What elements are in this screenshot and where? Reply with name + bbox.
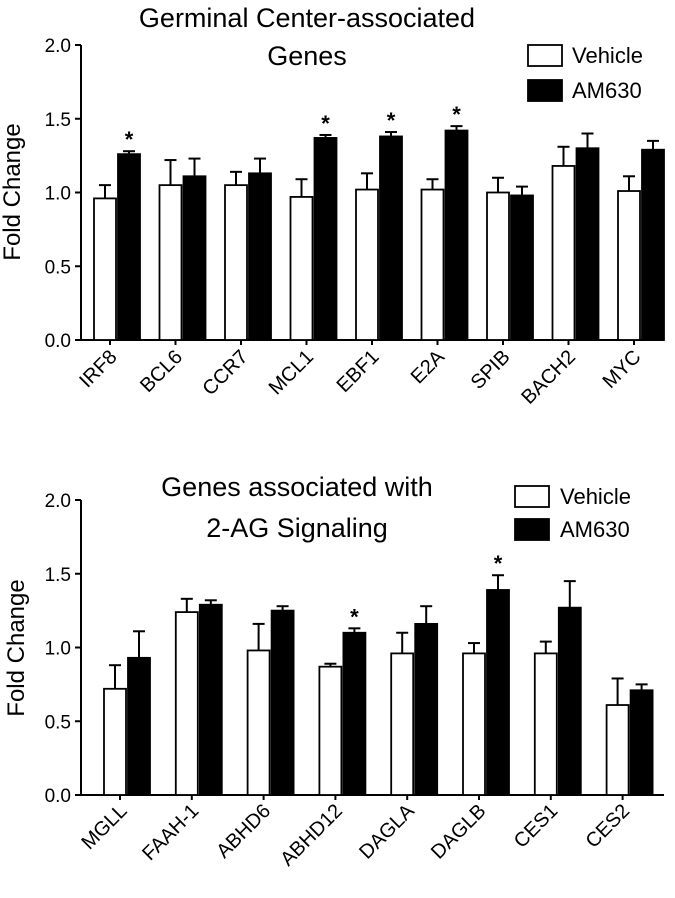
significance-marker: * — [452, 102, 461, 127]
bar-vehicle-irf8 — [93, 197, 117, 341]
x-tick-label-ebf1: EBF1 — [333, 346, 384, 397]
x-tick-label-e2a: E2A — [407, 346, 450, 389]
y-tick-label: 2.0 — [45, 491, 71, 512]
chart-title-line-1: Genes associated with — [161, 472, 433, 502]
bar-vehicle-ebf1 — [355, 188, 379, 341]
x-tick-label-daglb: DAGLB — [427, 800, 491, 864]
chart-title-line-1: Germinal Center-associated — [139, 3, 475, 33]
legend-swatch-vehicle — [514, 485, 550, 508]
bar-am630-dagla — [414, 623, 439, 796]
bar-am630-abhd6 — [270, 609, 295, 796]
bar-am630-faah-1 — [198, 603, 223, 796]
legend-label-vehicle: Vehicle — [560, 484, 631, 509]
x-tick-label-mcl1: MCL1 — [265, 346, 318, 399]
x-tick-label-ces1: CES1 — [510, 800, 563, 853]
bar-am630-mgll — [127, 656, 151, 796]
chart-title-line-2: Genes — [267, 41, 347, 71]
x-tick-label-ces2: CES2 — [582, 800, 635, 853]
bar-vehicle-spib — [486, 191, 510, 341]
bar-am630-irf8 — [117, 153, 141, 341]
bar-vehicle-faah-1 — [174, 611, 199, 796]
legend-swatch-am630 — [514, 518, 550, 541]
chart-panel-1: Germinal Center-associated Genes Fold Chan… — [0, 3, 665, 409]
x-tick-label-ccr7: CCR7 — [198, 346, 252, 400]
bar-am630-bcl6 — [182, 175, 207, 341]
bar-vehicle-bach2 — [551, 165, 576, 341]
x-tick-label-bach2: BACH2 — [517, 346, 580, 409]
y-tick-label: 0.5 — [45, 712, 71, 733]
x-tick-label-mgll: MGLL — [77, 800, 131, 854]
bar-vehicle-abhd12 — [318, 665, 343, 796]
y-tick-label: 2.0 — [45, 36, 71, 57]
y-tick-label: 1.0 — [45, 184, 71, 205]
bar-vehicle-daglb — [462, 652, 486, 796]
x-tick-label-faah-1: FAAH-1 — [138, 800, 203, 865]
y-axis-label: Fold Change — [0, 123, 26, 260]
x-tick-label-dagla: DAGLA — [355, 800, 419, 864]
y-tick-label: 1.5 — [45, 565, 71, 586]
bar-vehicle-mcl1 — [289, 196, 314, 341]
bar-vehicle-dagla — [390, 652, 415, 796]
y-tick-label: 0.5 — [45, 257, 71, 278]
legend-label-am630: AM630 — [560, 517, 630, 542]
bar-am630-ces2 — [629, 689, 654, 796]
legend-label-am630: AM630 — [572, 78, 642, 103]
y-tick-label: 1.5 — [45, 110, 71, 131]
significance-marker: * — [321, 111, 330, 136]
bar-am630-myc — [641, 148, 665, 341]
bar-am630-ccr7 — [248, 172, 272, 341]
bar-vehicle-mgll — [103, 687, 127, 796]
legend-label-vehicle: Vehicle — [572, 43, 643, 68]
bar-vehicle-abhd6 — [246, 649, 271, 796]
bar-am630-ebf1 — [379, 135, 403, 341]
bar-vehicle-e2a — [420, 188, 445, 341]
y-tick-label: 0.0 — [45, 786, 71, 807]
significance-marker: * — [387, 108, 396, 133]
x-tick-label-abhd12: ABHD12 — [276, 800, 347, 871]
y-tick-label: 1.0 — [45, 639, 71, 660]
bar-vehicle-ces2 — [605, 704, 630, 796]
bar-am630-spib — [510, 194, 534, 341]
significance-marker: * — [350, 604, 359, 629]
bar-vehicle-bcl6 — [158, 184, 183, 341]
bar-am630-daglb — [486, 589, 510, 796]
bar-vehicle-ccr7 — [224, 184, 248, 341]
bar-am630-mcl1 — [313, 137, 338, 341]
bar-am630-bach2 — [575, 147, 600, 341]
significance-marker: * — [125, 127, 134, 152]
x-tick-label-myc: MYC — [599, 346, 646, 393]
x-tick-label-irf8: IRF8 — [75, 346, 121, 392]
y-tick-label: 0.0 — [45, 331, 71, 352]
legend-swatch-am630 — [527, 79, 563, 102]
legend-swatch-vehicle — [527, 44, 563, 67]
x-tick-label-spib: SPIB — [467, 346, 515, 394]
bar-vehicle-myc — [617, 190, 641, 341]
bar-am630-abhd12 — [342, 631, 367, 796]
chart-title-line-2: 2-AG Signaling — [206, 513, 388, 543]
y-axis-label: Fold Change — [3, 579, 30, 716]
x-tick-label-bcl6: BCL6 — [136, 346, 187, 397]
bar-am630-e2a — [444, 129, 469, 341]
chart-panel-2: Genes associated with 2-AG Signaling Fold … — [3, 472, 664, 871]
significance-marker: * — [494, 551, 503, 576]
bar-am630-ces1 — [557, 606, 582, 796]
bar-vehicle-ces1 — [533, 652, 558, 796]
x-tick-label-abhd6: ABHD6 — [212, 800, 275, 863]
